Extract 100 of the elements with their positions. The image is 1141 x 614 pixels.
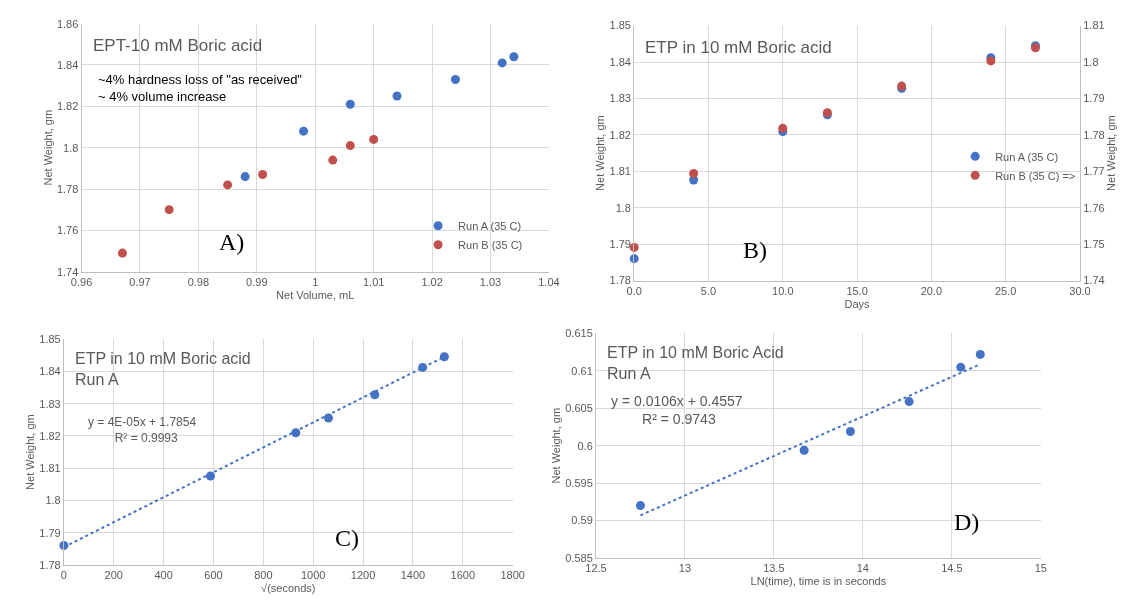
y-axis-title: Net Weight, gm <box>594 115 607 191</box>
y2-axis-title: Net Weight, gm <box>1104 115 1117 191</box>
y2-tick-label: 1.76 <box>1083 201 1105 214</box>
x-tick-label: 13 <box>678 562 692 575</box>
annotation: y = 4E-05x + 1.7854 R² = 0.9993 <box>88 415 197 445</box>
point <box>509 52 519 62</box>
text: ETP in 10 mM Boric acid <box>645 38 832 57</box>
y-tick-label: 0.585 <box>565 551 593 564</box>
point <box>956 362 966 372</box>
point <box>689 168 699 178</box>
y2-tick-label: 1.78 <box>1083 128 1105 141</box>
x-tick-label: 14.5 <box>941 562 963 575</box>
y-tick-label: 1.86 <box>56 17 79 30</box>
x-tick-label: 15 <box>1034 562 1047 575</box>
text: ETP in 10 mM Boric acid Run A <box>75 350 251 388</box>
annotation: ~4% hardness loss of "as received" ~ 4% volume increase <box>98 72 303 104</box>
x-tick-label: 1.02 <box>421 275 443 288</box>
x-tick-label: 1.01 <box>362 275 385 288</box>
legend-label: Run B (35 C) <box>458 239 523 252</box>
x-tick-label: 600 <box>204 569 223 582</box>
y-tick-label: 1.82 <box>39 429 61 442</box>
point <box>439 352 449 362</box>
x-tick-label: 0.0 <box>626 284 642 297</box>
x-tick-label: 1000 <box>300 569 326 582</box>
y-tick-label: 1.76 <box>56 224 79 237</box>
x-tick-label: 13.5 <box>763 562 785 575</box>
x-axis-title: √(seconds) <box>261 582 316 595</box>
x-tick-label: 200 <box>104 569 123 582</box>
point <box>328 155 338 165</box>
y-axis-title: Net Weight, gm <box>41 109 54 186</box>
annotation: C) <box>335 525 359 551</box>
annotation: D) <box>954 509 980 535</box>
y-tick-label: 1.84 <box>609 55 631 68</box>
y-tick-label: 1.78 <box>39 558 61 571</box>
annotation: A) <box>219 229 245 255</box>
legend-label: Run A (35 C) <box>458 220 522 233</box>
y-tick-label: 1.79 <box>39 526 61 539</box>
y-tick-label: 1.81 <box>609 165 631 178</box>
y-tick-label: 1.78 <box>56 182 79 195</box>
y-tick-label: 0.61 <box>571 364 593 377</box>
x-tick-label: 12.5 <box>585 562 607 575</box>
point <box>345 99 355 109</box>
annotation: y = 0.0106x + 0.4557 R² = 0.9743 <box>611 393 743 428</box>
point <box>369 134 379 144</box>
x-tick-label: 25.0 <box>994 284 1017 297</box>
x-tick-label: 1 <box>312 275 319 288</box>
x-tick-label: 10.0 <box>772 284 794 297</box>
y-tick-label: 1.8 <box>45 494 61 507</box>
point <box>117 248 127 258</box>
y-tick-label: 1.83 <box>39 397 61 410</box>
legend-label: Run A (35 C) <box>995 150 1059 163</box>
point <box>635 501 645 511</box>
point <box>450 74 460 84</box>
point <box>299 126 309 136</box>
point <box>345 141 355 151</box>
y-tick-label: 1.84 <box>39 365 61 378</box>
y-tick-label: 1.83 <box>609 92 631 105</box>
x-tick-label: 1400 <box>400 569 426 582</box>
x-tick-label: 400 <box>154 569 173 582</box>
x-tick-label: 0.97 <box>129 275 151 288</box>
point <box>223 180 233 190</box>
x-tick-label: 20.0 <box>920 284 943 297</box>
y-tick-label: 0.605 <box>565 402 593 415</box>
y2-tick-label: 1.79 <box>1083 92 1105 105</box>
x-tick-label: 0.98 <box>187 275 210 288</box>
annotation: B) <box>743 237 767 263</box>
y-tick-label: 0.59 <box>571 514 593 527</box>
y2-tick-label: 1.75 <box>1083 237 1105 250</box>
y-tick-label: 1.79 <box>609 237 631 250</box>
y-tick-label: 0.595 <box>565 477 593 489</box>
x-axis-title: Net Volume, mL <box>276 289 355 302</box>
y2-tick-label: 1.8 <box>1083 55 1099 68</box>
x-tick-label: 14 <box>856 562 869 575</box>
y-tick-label: 1.82 <box>56 100 79 113</box>
y-tick-label: 1.82 <box>609 128 631 141</box>
y-tick-label: 1.84 <box>56 58 79 71</box>
x-tick-label: 1.04 <box>538 275 560 288</box>
x-tick-label: 0.99 <box>246 275 268 288</box>
point <box>845 427 855 437</box>
point <box>778 123 788 133</box>
point <box>904 397 914 407</box>
y-tick-label: 1.81 <box>39 462 61 475</box>
x-tick-label: 800 <box>254 569 273 582</box>
y-tick-label: 1.74 <box>56 265 79 278</box>
y2-tick-label: 1.74 <box>1083 274 1105 287</box>
y-tick-label: 0.615 <box>565 327 593 340</box>
x-tick-label: 15.0 <box>846 284 868 297</box>
y-axis-title: Net Weight, gm <box>23 414 36 490</box>
y-tick-label: 0.6 <box>577 439 593 452</box>
y-tick-label: 1.8 <box>63 141 79 154</box>
x-tick-label: 1800 <box>500 569 525 582</box>
y-tick-label: 1.78 <box>609 274 631 287</box>
x-tick-label: 1.03 <box>479 275 502 288</box>
legend-label: Run B (35 C) => <box>995 169 1076 182</box>
y-axis-title: Net Weight, gm <box>549 407 562 484</box>
point <box>497 58 507 68</box>
point <box>164 205 174 215</box>
x-tick-label: 5.0 <box>700 284 717 297</box>
y2-tick-label: 1.81 <box>1083 19 1105 32</box>
text: EPT-10 mM Boric acid <box>93 36 263 55</box>
